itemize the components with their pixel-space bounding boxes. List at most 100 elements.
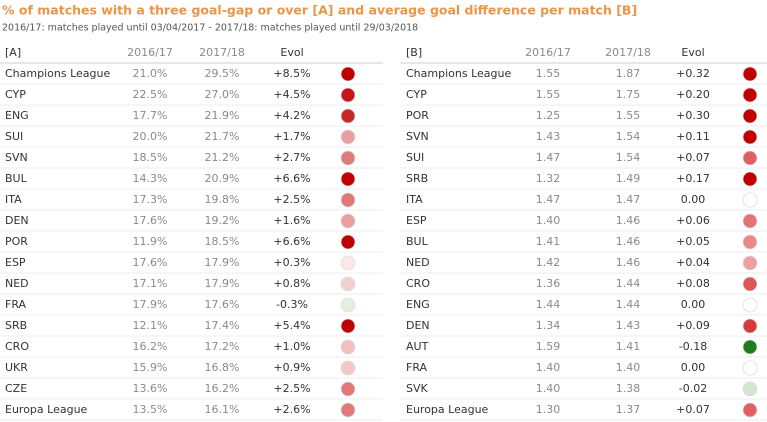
cell: +0.09 <box>676 319 710 332</box>
evol-dot <box>742 360 758 376</box>
row-label: ENG <box>5 109 29 122</box>
evol-dot <box>742 87 758 103</box>
cell: 1.54 <box>616 151 641 164</box>
cell: +0.9% <box>273 361 310 374</box>
cell: +1.6% <box>273 214 310 227</box>
cell: 16.8% <box>205 361 240 374</box>
evol-dot <box>340 297 356 313</box>
cell: 20.0% <box>133 130 168 143</box>
evol-dot <box>742 129 758 145</box>
cell: 21.2% <box>205 151 240 164</box>
cell: 17.9% <box>205 277 240 290</box>
row-label: SRB <box>5 319 27 332</box>
cell: 1.40 <box>536 382 561 395</box>
evol-dot <box>340 381 356 397</box>
cell: +6.6% <box>273 235 310 248</box>
column-header: [B] <box>406 46 422 59</box>
cell: 1.41 <box>536 235 561 248</box>
row-label: ESP <box>406 214 427 227</box>
row-label: BUL <box>406 235 429 248</box>
cell: 29.5% <box>205 67 240 80</box>
cell: 15.9% <box>133 361 168 374</box>
row-label: ESP <box>5 256 26 269</box>
evol-dot <box>340 360 356 376</box>
cell: 19.8% <box>205 193 240 206</box>
cell: -0.18 <box>679 340 707 353</box>
cell: +5.4% <box>273 319 310 332</box>
evol-dot <box>340 108 356 124</box>
cell: 1.40 <box>536 361 561 374</box>
evol-dot <box>742 171 758 187</box>
cell: +8.5% <box>273 67 310 80</box>
column-header: 2017/18 <box>605 46 651 59</box>
cell: 14.3% <box>133 172 168 185</box>
cell: 1.54 <box>616 130 641 143</box>
cell: 16.2% <box>205 382 240 395</box>
evol-dot <box>340 255 356 271</box>
cell: 22.5% <box>133 88 168 101</box>
row-label: SRB <box>406 172 428 185</box>
cell: -0.02 <box>679 382 707 395</box>
cell: +0.04 <box>676 256 710 269</box>
row-label: FRA <box>406 361 428 374</box>
cell: 1.55 <box>536 67 561 80</box>
cell: 20.9% <box>205 172 240 185</box>
cell: +0.20 <box>676 88 710 101</box>
cell: 1.59 <box>536 340 561 353</box>
cell: 1.47 <box>616 193 641 206</box>
cell: 21.7% <box>205 130 240 143</box>
row-label: SUI <box>406 151 424 164</box>
row-label: ITA <box>406 193 423 206</box>
evol-dot <box>340 171 356 187</box>
row-label: UKR <box>5 361 28 374</box>
cell: 21.9% <box>205 109 240 122</box>
cell: 19.2% <box>205 214 240 227</box>
cell: +0.17 <box>676 172 710 185</box>
row-label: CRO <box>5 340 29 353</box>
row-label: BUL <box>5 172 28 185</box>
row-label: SVN <box>5 151 28 164</box>
evol-dot <box>742 66 758 82</box>
row-label: Europa League <box>5 403 88 416</box>
cell: +0.07 <box>676 403 710 416</box>
cell: 1.87 <box>616 67 641 80</box>
evol-dot <box>742 255 758 271</box>
cell: 1.34 <box>536 319 561 332</box>
cell: 12.1% <box>133 319 168 332</box>
cell: +0.30 <box>676 109 710 122</box>
cell: 1.32 <box>536 172 561 185</box>
evol-dot <box>340 339 356 355</box>
cell: 1.49 <box>616 172 641 185</box>
cell: +2.6% <box>273 403 310 416</box>
row-label: FRA <box>5 298 27 311</box>
evol-dot <box>340 66 356 82</box>
row-label: DEN <box>406 319 430 332</box>
cell: 1.44 <box>616 298 641 311</box>
cell: 1.47 <box>536 151 561 164</box>
row-label: Champions League <box>406 67 511 80</box>
cell: +0.3% <box>273 256 310 269</box>
evol-dot <box>340 318 356 334</box>
evol-dot <box>340 276 356 292</box>
cell: +4.2% <box>273 109 310 122</box>
cell: 1.36 <box>536 277 561 290</box>
evol-dot <box>742 339 758 355</box>
row-label: SVN <box>406 130 429 143</box>
cell: 1.38 <box>616 382 641 395</box>
row-label: ENG <box>406 298 430 311</box>
cell: 1.75 <box>616 88 641 101</box>
column-header: [A] <box>5 46 21 59</box>
cell: 0.00 <box>681 298 706 311</box>
row-label: CRO <box>406 277 430 290</box>
cell: 16.2% <box>133 340 168 353</box>
evol-dot <box>340 192 356 208</box>
cell: +6.6% <box>273 172 310 185</box>
cell: 18.5% <box>205 235 240 248</box>
cell: 1.43 <box>536 130 561 143</box>
cell: 1.37 <box>616 403 641 416</box>
cell: 1.40 <box>536 214 561 227</box>
cell: +1.0% <box>273 340 310 353</box>
evol-dot <box>340 234 356 250</box>
cell: 0.00 <box>681 193 706 206</box>
